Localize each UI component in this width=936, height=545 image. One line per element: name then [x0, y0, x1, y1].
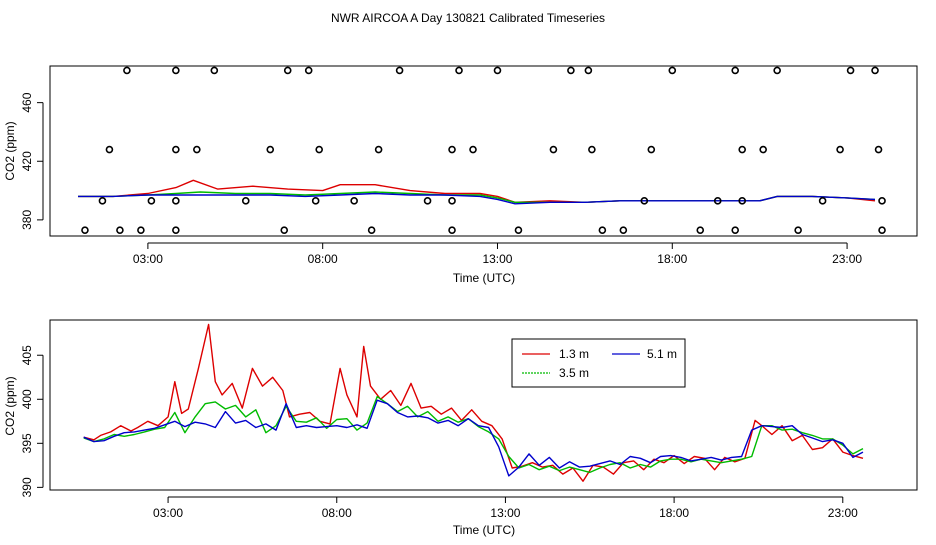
top-calibration-point: [731, 66, 740, 75]
top-calibration-point: [794, 226, 802, 234]
bottom-x-axis-label: Time (UTC): [453, 523, 515, 537]
top-calibration-point: [350, 197, 358, 205]
top-panel: CO2 (ppm) Time (UTC) 03:00 08:00 13:00 18:0…: [3, 65, 918, 285]
top-calibration-point: [266, 145, 275, 154]
legend-label-5-1m: 5.1 m: [647, 347, 677, 361]
top-calibration-point: [283, 66, 292, 75]
top-calibration-point: [374, 145, 383, 154]
top-calibration-point: [98, 197, 107, 205]
bottom-series-3-5-m: [83, 395, 864, 474]
bottom-x-tick-label: 23:00: [828, 506, 858, 520]
legend-label-3-5m: 3.5 m: [559, 366, 589, 380]
top-y-tick-label: 420: [20, 151, 34, 171]
top-calibration-point: [105, 145, 114, 154]
top-x-tick-label: 18:00: [657, 252, 687, 266]
bottom-y-tick-label: 405: [20, 345, 34, 365]
top-calibration-point: [878, 226, 886, 234]
bottom-series-1-3-m: [83, 323, 864, 482]
legend-label-1-3m: 1.3 m: [559, 347, 589, 361]
top-calibration-point: [367, 226, 376, 234]
top-calibration-point: [759, 145, 767, 154]
bottom-x-tick-label: 08:00: [322, 506, 352, 520]
top-calibration-point: [874, 145, 883, 154]
top-calibration-point: [311, 197, 320, 205]
top-calibration-point: [713, 197, 722, 205]
bottom-y-axis-label: CO2 (ppm): [3, 376, 17, 435]
top-calibration-point: [836, 145, 844, 154]
top-calibration-point: [172, 66, 180, 75]
top-calibration-point: [172, 145, 180, 154]
top-calibration-point: [878, 197, 886, 205]
top-x-tick-label: 08:00: [308, 252, 338, 266]
top-calibration-point: [280, 226, 289, 234]
top-calibration-point: [738, 145, 747, 154]
top-calibration-point: [668, 66, 677, 75]
top-y-tick-label: 460: [20, 92, 34, 112]
top-calibration-point: [147, 197, 156, 205]
top-x-tick-label: 23:00: [832, 252, 862, 266]
bottom-x-tick-label: 03:00: [153, 506, 183, 520]
top-calibration-point: [395, 66, 404, 75]
bottom-y-tick-label: 400: [20, 389, 34, 409]
bottom-y-tick-label: 390: [20, 477, 34, 497]
bottom-series-5-1-m: [83, 399, 864, 477]
top-series-1-3-m: [78, 179, 876, 204]
top-calibration-point: [172, 226, 180, 234]
top-calibration-point: [588, 145, 596, 154]
top-calibration-point: [871, 66, 879, 75]
bottom-x-tick-label: 18:00: [659, 506, 689, 520]
top-x-axis-label: Time (UTC): [453, 271, 515, 285]
top-calibration-point: [493, 66, 502, 75]
top-x-tick-label: 03:00: [133, 252, 163, 266]
legend: 1.3 m 3.5 m 5.1 m: [511, 338, 686, 388]
chart-title: NWR AIRCOA A Day 130821 Calibrated Times…: [331, 11, 605, 25]
bottom-plot-frame: [49, 319, 918, 491]
top-y-axis-label: CO2 (ppm): [3, 121, 17, 180]
top-calibration-point: [738, 197, 747, 205]
top-calibration-point: [640, 197, 649, 205]
top-calibration-point: [210, 66, 219, 75]
top-calibration-point: [304, 66, 313, 75]
top-calibration-point: [584, 66, 593, 75]
top-calibration-point: [81, 226, 89, 234]
top-y-tick-label: 380: [20, 210, 34, 230]
top-calibration-point: [241, 197, 250, 205]
top-calibration-point: [469, 145, 477, 154]
top-calibration-point: [598, 226, 607, 234]
top-calibration-point: [123, 66, 131, 75]
top-calibration-point: [731, 226, 740, 234]
top-plot-frame: [49, 65, 918, 237]
top-calibration-point: [193, 145, 201, 154]
top-calibration-point: [567, 66, 575, 75]
top-calibration-point: [448, 145, 456, 154]
top-calibration-point: [137, 226, 145, 234]
top-calibration-point: [448, 226, 456, 234]
top-calibration-point: [514, 226, 523, 234]
bottom-y-tick-label: 395: [20, 433, 34, 453]
top-calibration-point: [448, 197, 456, 205]
top-calibration-point: [647, 145, 656, 154]
top-series-5-1-m: [78, 192, 876, 205]
bottom-x-tick-label: 13:00: [490, 506, 520, 520]
top-calibration-point: [773, 66, 781, 75]
top-calibration-point: [172, 197, 180, 205]
top-calibration-point: [423, 197, 432, 205]
top-calibration-point: [455, 66, 463, 75]
top-calibration-point: [116, 226, 124, 234]
top-calibration-point: [846, 66, 855, 75]
top-calibration-point: [315, 145, 323, 154]
top-calibration-point: [549, 145, 558, 154]
top-calibration-point: [696, 226, 705, 234]
top-calibration-point: [818, 197, 827, 205]
bottom-panel: CO2 (ppm) Time (UTC) 03:00 08:00 13:00 18:0…: [3, 319, 918, 537]
top-calibration-point: [619, 226, 628, 234]
top-x-tick-label: 13:00: [482, 252, 512, 266]
legend-box: [511, 338, 686, 388]
